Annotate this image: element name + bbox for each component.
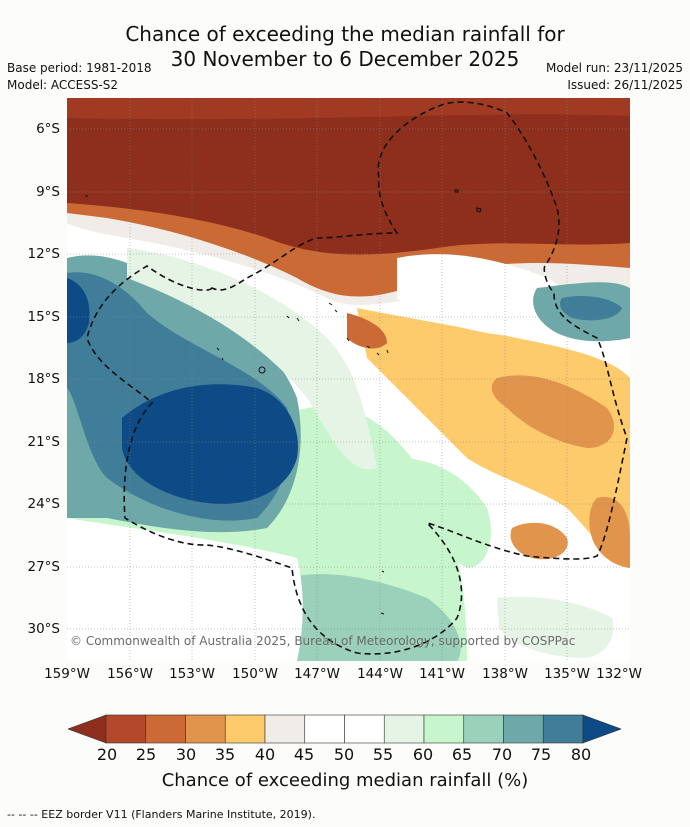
title-line-1: Chance of exceeding the median rainfall …	[125, 22, 565, 46]
title-line-2: 30 November to 6 December 2025	[170, 47, 520, 71]
colorbar-swatch	[503, 714, 544, 744]
meta-left: Base period: 1981-2018 Model: ACCESS-S2	[7, 60, 152, 94]
field-steel-blue-east	[560, 296, 622, 321]
colorbar-swatch	[224, 714, 266, 744]
lat-label-30s: 30°S	[27, 621, 61, 637]
colorbar-swatch	[145, 714, 186, 744]
colorbar-arrow-low	[68, 714, 107, 744]
lat-label-24s: 24°S	[27, 496, 61, 512]
field-darkred-top-edge	[67, 98, 630, 120]
field-light-orange-east	[491, 375, 615, 448]
lat-label-9s: 9°S	[36, 184, 60, 200]
colorbar-tick-45: 45	[293, 745, 315, 764]
meta-right: Model run: 23/11/2025 Issued: 26/11/2025	[546, 60, 683, 94]
lon-label-135w: 135°W	[544, 666, 590, 682]
colorbar-tick-40: 40	[254, 745, 276, 764]
field-lightgreen-southeast	[497, 596, 614, 658]
colorbar	[68, 714, 621, 744]
lon-label-159w: 159°W	[44, 666, 90, 682]
colorbar-arrow-high	[582, 714, 621, 744]
colorbar-tick-75: 75	[530, 745, 552, 764]
colorbar-tick-50: 50	[333, 745, 355, 764]
colorbar-swatch	[463, 714, 504, 744]
colorbar-tick-65: 65	[451, 745, 473, 764]
field-darkred-north	[67, 98, 630, 255]
lon-label-156w: 156°W	[107, 666, 153, 682]
colorbar-title: Chance of exceeding median rainfall (%)	[161, 770, 529, 791]
lon-label-150w: 150°W	[232, 666, 278, 682]
colorbar-tick-55: 55	[372, 745, 394, 764]
issued-text: Issued: 26/11/2025	[567, 78, 683, 92]
map-title: Chance of exceeding the median rainfall …	[0, 22, 690, 72]
colorbar-swatch	[105, 714, 147, 744]
colorbar-tick-30: 30	[175, 745, 197, 764]
colorbar-tick-20: 20	[96, 745, 118, 764]
lat-label-15s: 15°S	[27, 309, 61, 325]
colorbar-swatch	[185, 714, 226, 744]
lon-label-153w: 153°W	[169, 666, 215, 682]
field-light-orange-se-blob	[510, 522, 568, 560]
field-dark-blue-westedge	[67, 278, 90, 343]
field-green-southeast	[397, 458, 491, 568]
colorbar-swatch	[542, 714, 584, 744]
colorbar-swatch	[264, 714, 306, 744]
lat-label-21s: 21°S	[27, 434, 61, 450]
lat-label-27s: 27°S	[27, 559, 61, 575]
islands	[85, 189, 482, 615]
copyright-text: © Commonwealth of Australia 2025, Bureau…	[70, 634, 575, 648]
model-text: Model: ACCESS-S2	[7, 78, 119, 92]
eez-legend-footer: -- -- -- EEZ border V11 (Flanders Marine…	[7, 808, 316, 821]
lon-label-147w: 147°W	[294, 666, 340, 682]
eez-border	[86, 101, 628, 655]
field-lightgreen-band	[127, 248, 377, 470]
lat-label-6s: 6°S	[36, 121, 60, 137]
field-orange-center	[347, 313, 387, 349]
colorbar-swatch	[383, 714, 425, 744]
model-run-text: Model run: 23/11/2025	[545, 61, 683, 75]
lon-label-141w: 141°W	[419, 666, 465, 682]
colorbar-swatch	[344, 714, 385, 744]
colorbar-tick-70: 70	[491, 745, 513, 764]
colorbar-tick-35: 35	[214, 745, 236, 764]
lon-label-132w: 132°W	[596, 666, 642, 682]
lat-label-18s: 18°S	[27, 371, 61, 387]
graticule	[67, 98, 630, 661]
colorbar-tick-25: 25	[135, 745, 157, 764]
colorbar-swatch	[423, 714, 465, 744]
base-period-text: Base period: 1981-2018	[7, 61, 152, 75]
colorbar-tick-60: 60	[412, 745, 434, 764]
field-dark-blue-center	[122, 384, 298, 504]
probability-fields	[67, 98, 630, 661]
rainfall-map: © Commonwealth of Australia 2025, Bureau…	[67, 98, 630, 661]
lon-label-144w: 144°W	[357, 666, 403, 682]
lon-label-138w: 138°W	[482, 666, 528, 682]
field-yellow-east	[357, 308, 630, 568]
colorbar-tick-80: 80	[570, 745, 592, 764]
field-white-southwest	[67, 518, 303, 661]
colorbar-swatch	[304, 714, 345, 744]
lat-label-12s: 12°S	[27, 246, 61, 262]
